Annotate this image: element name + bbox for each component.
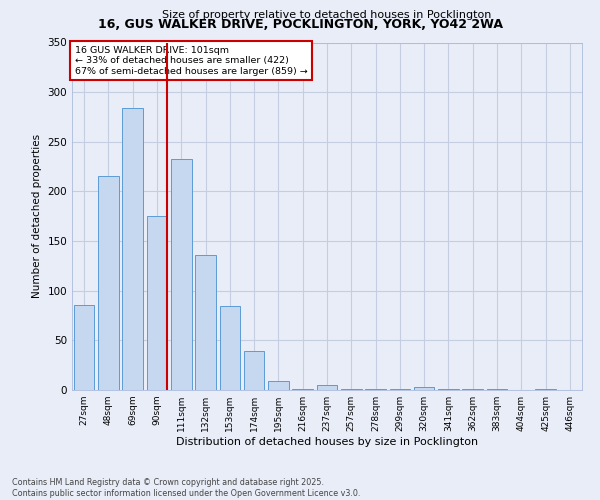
Text: 16 GUS WALKER DRIVE: 101sqm
← 33% of detached houses are smaller (422)
67% of se: 16 GUS WALKER DRIVE: 101sqm ← 33% of det… (74, 46, 307, 76)
Bar (414, 387, 434, 390)
Bar (146, 216, 167, 390)
Bar (244, 352, 265, 390)
Bar (220, 306, 240, 390)
Bar (487, 389, 508, 390)
Bar (122, 108, 143, 390)
Title: Size of property relative to detached houses in Pocklington: Size of property relative to detached ho… (163, 10, 491, 20)
Bar (74, 304, 94, 390)
Bar (438, 389, 459, 390)
X-axis label: Distribution of detached houses by size in Pocklington: Distribution of detached houses by size … (176, 437, 478, 447)
Bar (195, 255, 216, 390)
Bar (171, 158, 191, 390)
Bar (98, 176, 119, 390)
Y-axis label: Number of detached properties: Number of detached properties (32, 134, 42, 298)
Bar (535, 389, 556, 390)
Bar (463, 389, 483, 390)
Bar (268, 381, 289, 390)
Bar (341, 389, 362, 390)
Bar (365, 389, 386, 390)
Bar (292, 389, 313, 390)
Bar (389, 389, 410, 390)
Text: 16, GUS WALKER DRIVE, POCKLINGTON, YORK, YO42 2WA: 16, GUS WALKER DRIVE, POCKLINGTON, YORK,… (97, 18, 503, 30)
Bar (317, 385, 337, 390)
Text: Contains HM Land Registry data © Crown copyright and database right 2025.
Contai: Contains HM Land Registry data © Crown c… (12, 478, 361, 498)
